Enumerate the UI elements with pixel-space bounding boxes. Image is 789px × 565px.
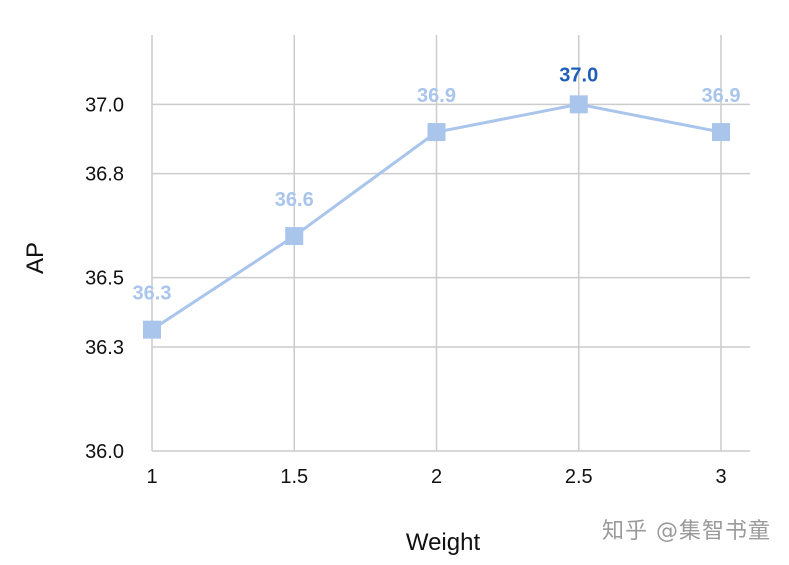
x-tick-label: 2.5 bbox=[565, 466, 593, 488]
data-label: 36.3 bbox=[133, 283, 172, 305]
series-layer bbox=[143, 95, 730, 339]
x-tick-label: 3 bbox=[715, 466, 726, 488]
data-point-marker bbox=[143, 320, 161, 339]
data-point-marker bbox=[712, 123, 730, 142]
y-axis-ticks: 36.0 36.3 36.5 36.8 37.0 bbox=[85, 94, 124, 463]
x-tick-label: 2 bbox=[431, 466, 442, 488]
y-tick-label: 36.5 bbox=[85, 268, 124, 290]
x-axis-ticks: 1 1.5 2 2.5 3 bbox=[146, 466, 726, 488]
y-tick-label: 36.8 bbox=[85, 164, 124, 186]
grid bbox=[151, 35, 750, 452]
x-axis-title: Weight bbox=[406, 529, 481, 556]
y-tick-label: 37.0 bbox=[85, 94, 124, 116]
watermark-text: 知乎 @集智书童 bbox=[602, 519, 771, 544]
data-label: 36.6 bbox=[275, 189, 314, 211]
data-point-marker bbox=[427, 123, 446, 142]
y-tick-label: 36.3 bbox=[85, 337, 124, 359]
data-labels: 36.3 36.6 36.9 37.0 36.9 bbox=[133, 64, 741, 304]
data-point-marker bbox=[285, 227, 304, 246]
data-label: 36.9 bbox=[417, 85, 456, 107]
y-axis-title: AP bbox=[22, 242, 49, 274]
data-label: 37.0 bbox=[559, 64, 598, 86]
data-label: 36.9 bbox=[702, 85, 741, 107]
x-tick-label: 1.5 bbox=[280, 466, 308, 488]
y-tick-label: 36.0 bbox=[85, 441, 124, 463]
data-point-marker bbox=[569, 95, 588, 114]
x-tick-label: 1 bbox=[146, 466, 157, 488]
